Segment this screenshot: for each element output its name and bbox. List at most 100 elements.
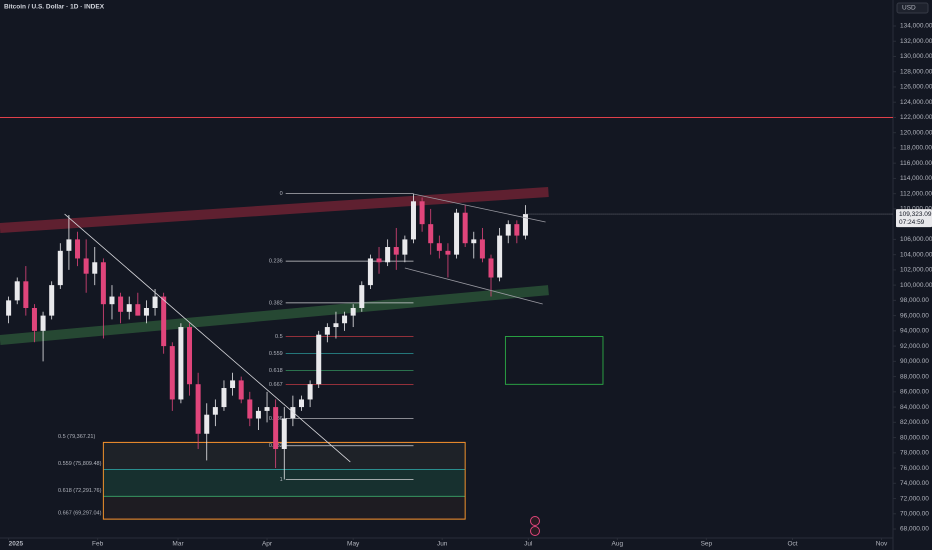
x-tick-label: Mar xyxy=(172,541,184,548)
y-tick-label: 120,000.00 xyxy=(900,129,932,136)
candle-body xyxy=(221,388,227,408)
candle-body xyxy=(49,285,55,316)
candle-body xyxy=(359,285,365,308)
y-tick-label: 116,000.00 xyxy=(900,160,932,167)
candle-body xyxy=(238,380,244,400)
candle-body xyxy=(152,296,158,308)
y-tick-label: 124,000.00 xyxy=(900,99,932,106)
event-icon xyxy=(530,526,540,536)
candle-body xyxy=(6,300,12,316)
y-tick-label: 80,000.00 xyxy=(900,434,929,441)
zone-label: 0.667 (69,297.04) xyxy=(58,511,102,517)
x-tick-label: Jul xyxy=(524,541,533,548)
candle-body xyxy=(204,414,210,434)
y-tick-label: 94,000.00 xyxy=(900,328,929,335)
candle-body xyxy=(169,346,175,400)
event-icon xyxy=(530,516,540,526)
y-tick-label: 122,000.00 xyxy=(900,114,932,121)
y-tick-label: 132,000.00 xyxy=(900,38,932,45)
x-tick-label: Nov xyxy=(876,541,888,548)
candle-body xyxy=(40,315,46,331)
y-tick-label: 82,000.00 xyxy=(900,419,929,426)
y-tick-label: 134,000.00 xyxy=(900,23,932,30)
y-tick-label: 70,000.00 xyxy=(900,511,929,518)
fib-label: 0.559 xyxy=(269,351,283,357)
x-tick-label: 2025 xyxy=(9,541,24,548)
fib-label: 0.5 xyxy=(275,334,283,340)
candle-body xyxy=(247,399,253,419)
candle-body xyxy=(273,407,279,449)
countdown-label: 07:24:59 xyxy=(899,219,925,226)
candle-body xyxy=(178,327,184,400)
candle-body xyxy=(342,315,348,324)
chart-title: Bitcoin / U.S. Dollar · 1D · INDEX xyxy=(4,4,105,11)
y-tick-label: 104,000.00 xyxy=(900,251,932,258)
trendline xyxy=(413,193,546,223)
x-tick-label: Jun xyxy=(437,541,448,548)
y-tick-label: 126,000.00 xyxy=(900,84,932,91)
candle-body xyxy=(419,201,425,225)
y-tick-label: 96,000.00 xyxy=(900,312,929,319)
candle-body xyxy=(402,239,408,255)
candle-body xyxy=(92,262,98,274)
currency-button[interactable] xyxy=(896,2,929,14)
y-tick-label: 78,000.00 xyxy=(900,450,929,457)
y-tick-label: 98,000.00 xyxy=(900,297,929,304)
candle-body xyxy=(14,281,20,301)
fib-label: 0.667 xyxy=(269,382,283,388)
y-tick-label: 74,000.00 xyxy=(900,480,929,487)
y-tick-label: 86,000.00 xyxy=(900,389,929,396)
candle-body xyxy=(488,258,494,278)
y-tick-label: 92,000.00 xyxy=(900,343,929,350)
candle-body xyxy=(367,258,373,286)
x-tick-label: Sep xyxy=(701,541,713,548)
trendline xyxy=(404,267,543,305)
candle-body xyxy=(454,212,460,255)
zone-fill xyxy=(103,496,466,520)
candle-body xyxy=(31,307,37,331)
y-tick-label: 100,000.00 xyxy=(900,282,932,289)
candle-body xyxy=(264,407,270,411)
candle-body xyxy=(376,258,382,263)
candle-body xyxy=(255,410,261,419)
candle-body xyxy=(143,307,149,316)
candle-body xyxy=(187,327,193,385)
y-tick-label: 114,000.00 xyxy=(900,175,932,182)
last-price-label: 109,323.09 xyxy=(899,211,932,218)
target-box xyxy=(504,336,604,385)
candle-body xyxy=(522,214,528,236)
candle-body xyxy=(298,399,304,408)
candle-body xyxy=(290,407,296,419)
y-tick-label: 130,000.00 xyxy=(900,53,932,60)
channel-band xyxy=(0,187,549,233)
y-tick-label: 128,000.00 xyxy=(900,68,932,75)
candle-body xyxy=(118,296,124,312)
candle-body xyxy=(195,384,201,434)
candle-body xyxy=(462,212,468,244)
candle-body xyxy=(505,224,511,236)
y-tick-label: 72,000.00 xyxy=(900,495,929,502)
candle-body xyxy=(83,258,89,274)
zone-label: 0.559 (75,809.48) xyxy=(58,461,102,467)
candle-body xyxy=(307,384,313,400)
currency-label: USD xyxy=(902,5,916,12)
candle-body xyxy=(109,296,115,305)
candle-body xyxy=(281,418,287,449)
last-price-box xyxy=(896,209,932,228)
candle-body xyxy=(471,239,477,244)
y-tick-label: 68,000.00 xyxy=(900,526,929,533)
candle-body xyxy=(350,307,356,316)
candle-body xyxy=(324,327,330,335)
candle-body xyxy=(436,243,442,251)
candle-body xyxy=(497,235,503,278)
x-tick-label: Feb xyxy=(92,541,104,548)
candle-body xyxy=(66,239,72,251)
candle-body xyxy=(212,407,218,415)
y-tick-label: 118,000.00 xyxy=(900,145,932,152)
y-tick-label: 102,000.00 xyxy=(900,267,932,274)
zone-label: 0.5 (79,367.21) xyxy=(58,434,95,440)
candle-body xyxy=(230,380,236,389)
y-tick-label: 90,000.00 xyxy=(900,358,929,365)
